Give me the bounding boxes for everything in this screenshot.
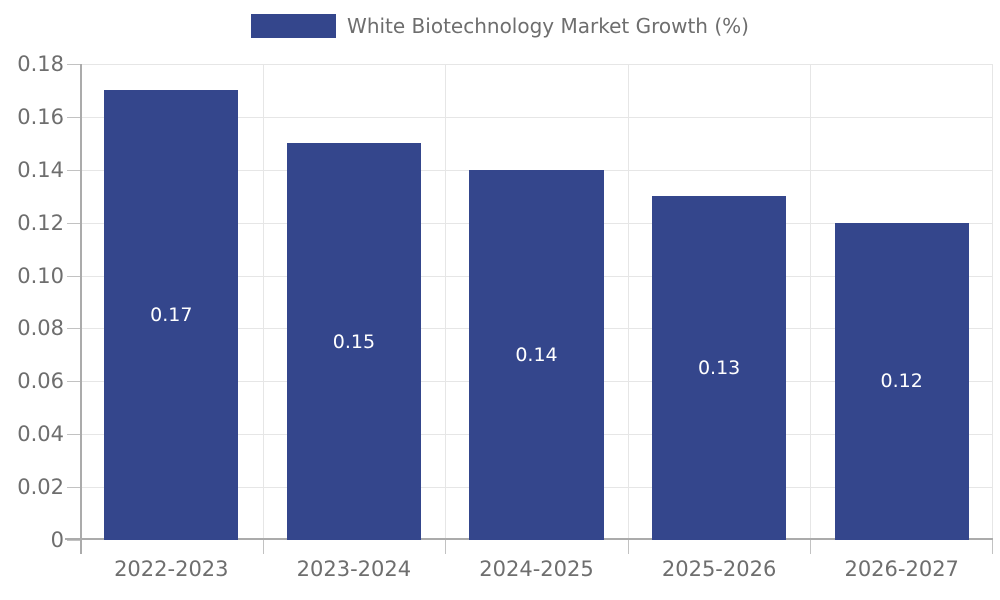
x-tick <box>445 540 447 554</box>
x-tick <box>262 540 264 554</box>
y-tick-label: 0.16 <box>17 104 64 129</box>
legend: White Biotechnology Market Growth (%) <box>0 14 1000 38</box>
legend-swatch <box>251 14 337 38</box>
x-tick <box>810 540 812 554</box>
y-tick <box>67 275 80 277</box>
bar <box>104 90 239 540</box>
bar <box>651 196 787 540</box>
legend-label: White Biotechnology Market Growth (%) <box>347 14 749 38</box>
x-gridline <box>992 64 993 540</box>
y-tick-label: 0.18 <box>17 52 64 76</box>
y-tick-label: 0 <box>50 528 64 552</box>
x-gridline <box>810 64 812 540</box>
y-tick <box>67 116 80 118</box>
y-tick-label: 0.10 <box>17 263 64 288</box>
bar <box>286 143 421 540</box>
y-tick <box>67 328 80 330</box>
y-tick-label: 0.12 <box>17 210 64 235</box>
bar-value-label: 0.15 <box>332 330 376 353</box>
bar <box>469 169 604 540</box>
y-tick-label: 0.06 <box>17 369 64 394</box>
y-tick-label: 0.02 <box>17 475 64 500</box>
bar-value-label: 0.14 <box>515 343 558 366</box>
y-axis-line <box>80 64 82 554</box>
y-tick <box>67 487 80 489</box>
y-tick-label: 0.14 <box>17 157 64 182</box>
x-tick-label: 2026-2027 <box>844 557 959 581</box>
plot-area: 0 0.02 0.04 0.06 0.08 0.10 0.12 0.14 0.16 0.18 0.1… <box>17 52 993 581</box>
y-tick-label: 0.08 <box>17 316 64 341</box>
bar <box>834 222 969 540</box>
bar-value-label: 0.12 <box>880 370 923 393</box>
x-gridline <box>445 64 447 540</box>
x-tick <box>992 540 993 554</box>
y-tick <box>67 540 80 541</box>
y-tick <box>67 64 80 65</box>
bar-value-label: 0.13 <box>697 357 741 380</box>
x-gridline <box>262 64 264 540</box>
x-tick <box>627 540 629 554</box>
x-tick-label: 2022-2023 <box>114 557 229 581</box>
y-tick <box>67 434 80 436</box>
y-tick-label: 0.04 <box>17 422 64 447</box>
x-tick-label: 2024-2025 <box>479 557 594 581</box>
x-tick-label: 2025-2026 <box>661 557 777 581</box>
bar-value-label: 0.17 <box>150 304 193 327</box>
y-tick <box>67 169 80 171</box>
y-tick <box>67 381 80 383</box>
x-gridline <box>627 64 629 540</box>
y-tick <box>67 222 80 224</box>
y-gridline <box>80 64 993 65</box>
y-gridline <box>80 116 993 118</box>
x-tick-label: 2023-2024 <box>296 557 412 581</box>
